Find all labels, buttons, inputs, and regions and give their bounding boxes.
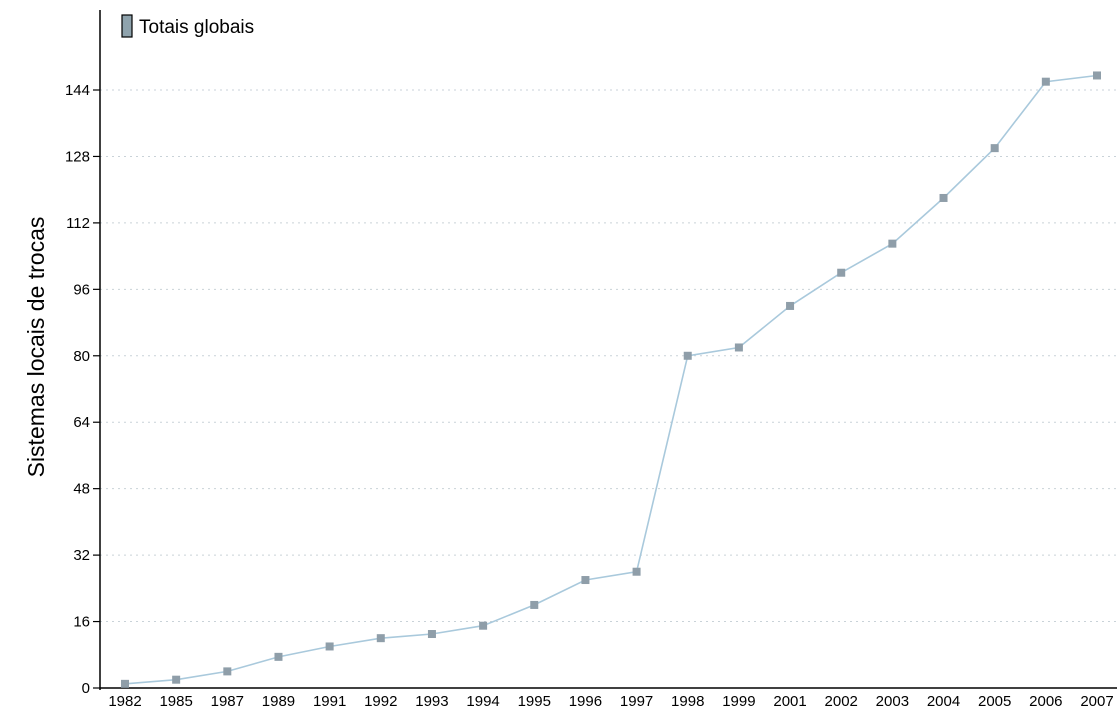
y-tick-label: 48 [73, 481, 90, 498]
data-point [223, 667, 232, 676]
data-point [1093, 71, 1101, 80]
x-tick-label: 1991 [313, 693, 346, 710]
data-point [530, 600, 539, 609]
y-axis-label: Sistemas locais de trocas [23, 217, 49, 478]
y-tick-label: 0 [82, 680, 90, 697]
data-point [427, 630, 436, 639]
legend-label: Totais globais [139, 17, 254, 38]
x-tick-label: 1982 [108, 693, 141, 710]
data-point [632, 567, 641, 576]
x-tick-label: 1999 [722, 693, 755, 710]
x-tick-label: 2004 [927, 693, 960, 710]
data-point [939, 193, 948, 202]
data-point [786, 301, 795, 310]
y-tick-label: 96 [73, 281, 90, 298]
x-tick-label: 1995 [518, 693, 551, 710]
y-tick-label: 16 [73, 614, 90, 631]
x-tick-label: 1992 [364, 693, 397, 710]
x-ticks: 1982 1985 1987 1989 1991 1992 1993 1994 1995 1996… [108, 693, 1113, 710]
data-point [837, 268, 846, 277]
x-tick-label: 2005 [978, 693, 1011, 710]
data-point [121, 679, 129, 688]
y-tick-label: 144 [65, 82, 90, 99]
y-tick-label: 80 [73, 348, 90, 365]
data-point [172, 675, 181, 684]
data-point [325, 642, 334, 651]
y-tick-label: 112 [66, 215, 90, 232]
x-tick-label: 1989 [262, 693, 295, 710]
data-point [479, 621, 488, 630]
gridlines [100, 89, 1117, 623]
x-tick-label: 2007 [1080, 693, 1113, 710]
y-tick-label: 128 [65, 148, 90, 165]
data-point [888, 239, 897, 248]
data-point [990, 144, 999, 153]
x-tick-label: 1987 [211, 693, 244, 710]
data-point [376, 634, 385, 643]
x-tick-label: 2002 [825, 693, 858, 710]
y-ticks: 0 16 32 48 64 80 96 112 128 144 [65, 82, 100, 697]
series-totais-globais [121, 71, 1101, 688]
x-tick-label: 1998 [671, 693, 704, 710]
x-tick-label: 1985 [159, 693, 192, 710]
y-tick-label: 64 [73, 414, 90, 431]
legend: Totais globais [121, 14, 254, 38]
series-line [124, 74, 1098, 685]
x-tick-label: 2001 [773, 693, 806, 710]
data-point [1041, 77, 1050, 86]
x-tick-label: 2003 [876, 693, 909, 710]
x-tick-label: 1993 [415, 693, 448, 710]
x-tick-label: 1997 [620, 693, 653, 710]
data-point [683, 351, 692, 360]
legend-swatch [121, 14, 133, 38]
y-tick-label: 32 [73, 547, 90, 564]
data-point [581, 576, 590, 585]
x-tick-label: 1994 [466, 693, 499, 710]
x-tick-label: 1996 [569, 693, 602, 710]
data-point [734, 343, 743, 352]
data-point [274, 652, 283, 661]
x-tick-label: 2006 [1029, 693, 1062, 710]
